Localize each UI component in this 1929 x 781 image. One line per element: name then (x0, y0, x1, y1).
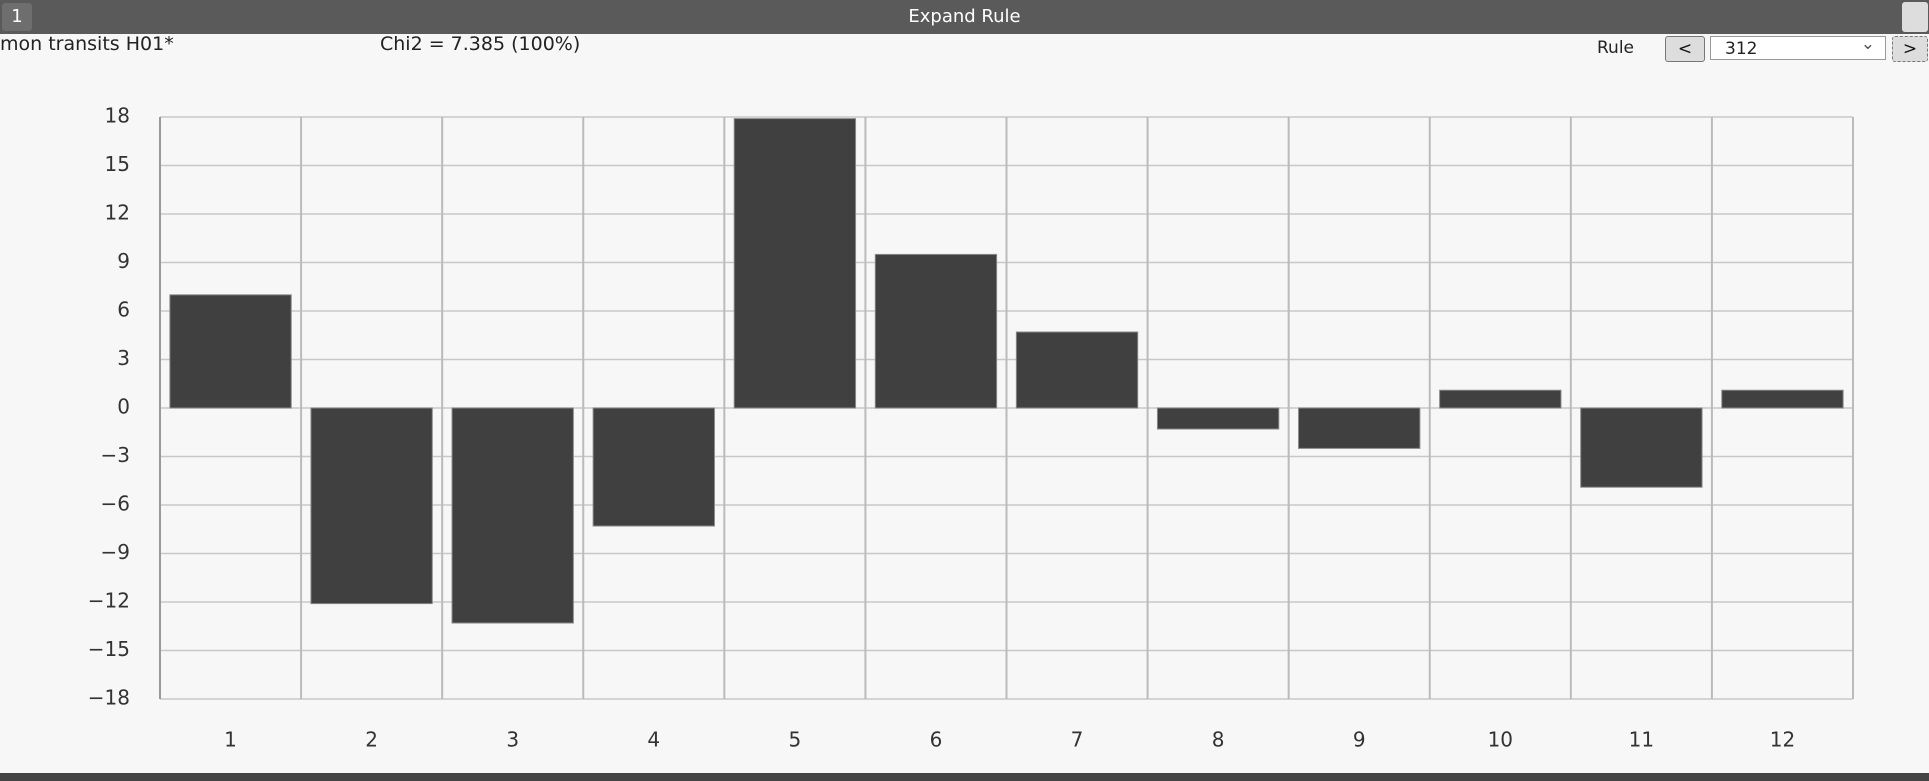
x-tick-label: 11 (1629, 728, 1654, 752)
x-tick-label: 12 (1770, 728, 1795, 752)
y-tick-label: 18 (105, 104, 130, 128)
x-tick-label: 7 (1071, 728, 1084, 752)
bar (1015, 331, 1139, 409)
bar (1439, 389, 1562, 409)
x-tick-label: 9 (1353, 728, 1366, 752)
y-tick-label: −18 (88, 686, 130, 710)
bar (1156, 407, 1280, 430)
tab[interactable]: 1 (2, 3, 32, 31)
bar (874, 253, 998, 409)
title-bar: 1 Expand Rule (0, 0, 1929, 34)
next-button[interactable]: > (1892, 36, 1928, 62)
chart-name: mon transits H01* (0, 33, 174, 55)
y-tick-label: 15 (105, 152, 130, 176)
rule-select[interactable]: 312 (1710, 32, 1886, 60)
window-icon[interactable] (1902, 2, 1928, 32)
x-tick-label: 5 (789, 728, 802, 752)
y-tick-label: −3 (101, 443, 130, 467)
y-tick-label: 0 (117, 395, 130, 419)
y-tick-label: 12 (105, 201, 130, 225)
bar (1298, 407, 1421, 449)
y-tick-label: 6 (117, 298, 130, 322)
rule-label: Rule (1597, 38, 1635, 58)
y-tick-label: −9 (101, 540, 130, 564)
bar (310, 407, 433, 605)
bar (1580, 407, 1703, 488)
bar (451, 407, 574, 624)
x-tick-label: 4 (647, 728, 660, 752)
y-tick-label: −6 (101, 492, 130, 516)
x-tick-label: 8 (1212, 728, 1225, 752)
bar (592, 407, 715, 527)
bar (1721, 389, 1844, 409)
x-tick-label: 10 (1488, 728, 1513, 752)
x-tick-label: 6 (930, 728, 943, 752)
x-tick-label: 3 (506, 728, 519, 752)
window-title: Expand Rule (908, 6, 1021, 27)
statistic: Chi2 = 7.385 (100%) (380, 33, 581, 55)
y-tick-label: −12 (88, 589, 130, 613)
x-tick-label: 2 (365, 728, 378, 752)
x-tick-label: 1 (224, 728, 237, 752)
bar (733, 118, 857, 409)
y-tick-label: 9 (117, 249, 130, 273)
bottom-bar (0, 773, 1929, 781)
y-tick-label: 3 (117, 346, 130, 370)
y-tick-label: −15 (88, 637, 130, 661)
bar (169, 294, 292, 409)
prev-button[interactable]: < (1665, 36, 1705, 62)
